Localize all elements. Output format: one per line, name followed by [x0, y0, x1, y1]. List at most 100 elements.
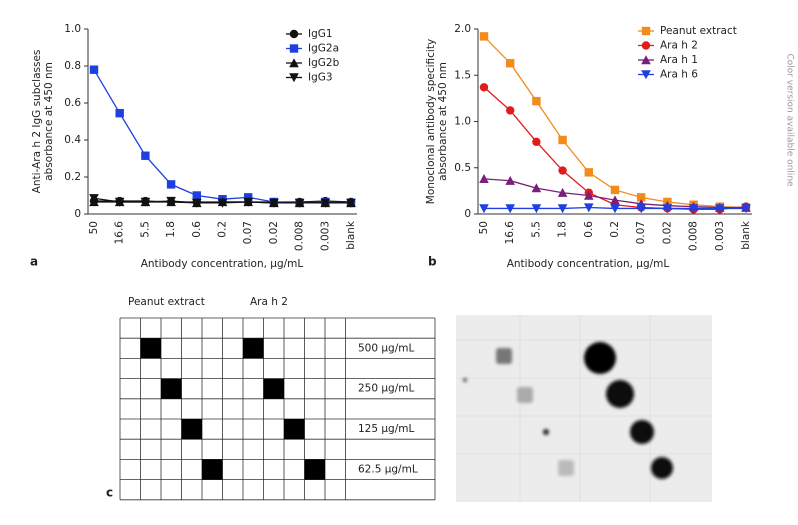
data-point: [294, 198, 305, 208]
spot-cell: [140, 338, 161, 359]
concentration-label: 500 µg/mL: [358, 342, 414, 354]
data-point: [584, 203, 594, 213]
x-tick-label: 0.07: [242, 221, 254, 244]
data-point: [479, 83, 489, 92]
x-tick-label: 0.6: [583, 221, 595, 238]
data-point: [217, 198, 228, 208]
x-axis-label: Antibody concentration, µg/mL: [507, 258, 670, 270]
data-point: [89, 65, 99, 74]
data-point: [269, 198, 279, 208]
x-tick-label: 0.2: [609, 221, 621, 238]
data-point: [506, 59, 515, 68]
data-point: [532, 96, 541, 106]
legend-marker: [289, 73, 299, 83]
data-point: [557, 187, 568, 197]
data-point: [662, 204, 673, 214]
spot-cell: [263, 378, 284, 399]
x-tick-label: 50: [88, 221, 100, 234]
data-point: [141, 151, 150, 160]
data-point: [89, 194, 99, 204]
data-point: [637, 193, 646, 202]
data-point: [505, 204, 515, 214]
y-tick-label: 2.0: [454, 23, 471, 35]
x-tick-label: 5.5: [530, 221, 542, 238]
panel-label: c: [106, 486, 113, 500]
data-point: [610, 204, 620, 214]
legend-label: Ara h 2: [660, 40, 698, 52]
y-tick-label: 0.4: [64, 134, 81, 146]
data-point: [243, 197, 253, 207]
legend-label: IgG2b: [308, 57, 340, 69]
x-tick-label: 0.02: [661, 221, 673, 244]
data-point: [346, 198, 356, 208]
legend-marker: [289, 29, 299, 39]
spot-cell: [243, 338, 264, 359]
data-point: [558, 166, 567, 175]
data-point: [166, 180, 176, 189]
data-point: [532, 137, 541, 147]
x-tick-label: 0.003: [714, 221, 726, 251]
x-tick-label: blank: [740, 220, 752, 250]
panel-label: a: [30, 255, 38, 269]
x-tick-label: 5.5: [139, 221, 151, 238]
spot-cell: [181, 419, 202, 440]
legend-marker: [641, 55, 651, 65]
x-tick-label: 0.2: [217, 221, 229, 238]
y-axis-label: Anti-Ara h 2 IgG subclasses: [31, 50, 43, 194]
legend-label: Ara h 6: [660, 69, 698, 81]
data-point: [531, 183, 542, 193]
side-note: Color version available online: [785, 53, 795, 187]
legend-marker: [289, 44, 299, 53]
panel-label: b: [428, 255, 437, 269]
legend-label: Ara h 1: [660, 54, 698, 66]
legend-label: IgG2a: [308, 43, 339, 55]
data-point: [715, 204, 725, 214]
data-point: [166, 196, 176, 206]
spot-cell: [161, 378, 182, 399]
data-point: [479, 204, 489, 214]
y-tick-label: 1.0: [64, 23, 81, 35]
y-tick-label: 0.2: [64, 171, 81, 183]
data-point: [557, 204, 568, 214]
y-tick-label: 1.0: [454, 116, 471, 128]
data-point: [140, 197, 151, 207]
data-point: [688, 204, 699, 214]
data-point: [584, 190, 594, 200]
x-tick-label: 0.008: [294, 221, 306, 251]
legend-marker: [289, 58, 299, 68]
data-point: [610, 185, 620, 195]
concentration-label: 125 µg/mL: [358, 423, 414, 435]
data-point: [192, 191, 201, 200]
x-tick-label: 1.8: [557, 221, 569, 238]
column-label: Peanut extract: [128, 296, 205, 308]
data-point: [114, 197, 125, 207]
legend-marker: [641, 70, 651, 80]
y-tick-label: 0: [74, 208, 81, 220]
y-axis-label: absorbance at 450 nm: [437, 62, 449, 181]
x-tick-label: 0.6: [191, 221, 203, 238]
x-tick-label: 0.008: [688, 221, 700, 251]
x-tick-label: 0.07: [635, 221, 647, 244]
concentration-label: 250 µg/mL: [358, 383, 414, 395]
data-point: [531, 204, 542, 214]
x-tick-label: 16.6: [114, 221, 126, 245]
x-tick-label: blank: [345, 220, 357, 250]
legend-marker: [641, 41, 651, 50]
data-point: [479, 174, 489, 184]
x-tick-label: 0.003: [319, 221, 331, 251]
data-point: [558, 135, 567, 145]
y-tick-label: 1.5: [454, 69, 471, 81]
y-tick-label: 0.5: [454, 162, 471, 174]
legend-label: IgG1: [308, 28, 333, 40]
spot-cell: [202, 459, 223, 480]
x-tick-label: 1.8: [165, 221, 177, 238]
y-axis-label: absorbance at 450 nm: [43, 62, 55, 181]
spot-cell: [284, 419, 305, 440]
legend-marker: [641, 26, 651, 36]
data-point: [320, 198, 331, 208]
data-point: [479, 32, 489, 41]
x-tick-label: 16.6: [504, 221, 516, 245]
y-tick-label: 0: [464, 208, 471, 220]
y-axis-label: Monoclonal antibody specificity: [425, 39, 437, 204]
series-line: [93, 69, 352, 204]
